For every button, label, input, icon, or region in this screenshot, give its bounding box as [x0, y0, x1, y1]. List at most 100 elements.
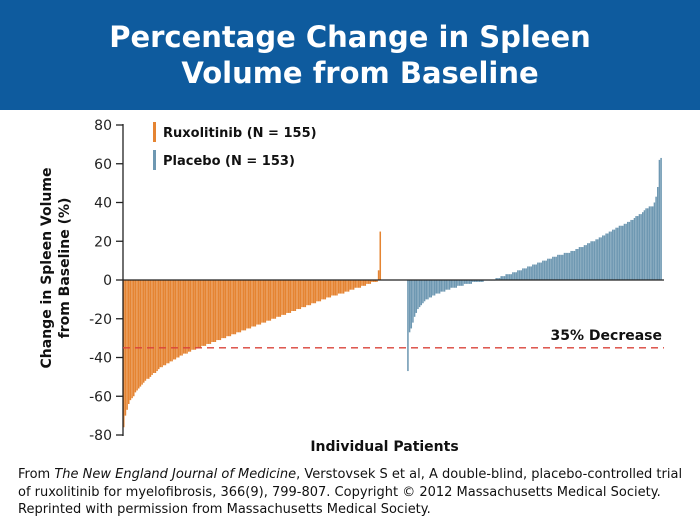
y-tick-label: 40 [94, 196, 112, 212]
placebo-bar [470, 280, 472, 284]
placebo-bar [463, 280, 466, 284]
ruxolitinib-bar [154, 280, 157, 373]
ruxolitinib-bar [227, 280, 230, 337]
ruxolitinib-bar [211, 280, 213, 342]
placebo-bar [558, 254, 561, 280]
ruxolitinib-bar [291, 280, 293, 311]
placebo-bar [520, 270, 522, 280]
y-axis-label-line-2: from Baseline (%) [57, 198, 73, 339]
placebo-bar [508, 274, 511, 280]
ruxolitinib-bar [229, 280, 232, 337]
ruxolitinib-bars [123, 231, 382, 428]
placebo-bar [555, 256, 557, 280]
ruxolitinib-bar [361, 280, 363, 286]
placebo-bar [415, 280, 418, 313]
ruxolitinib-bar [244, 280, 247, 331]
y-tick-label: 0 [103, 273, 112, 289]
placebo-bar [527, 266, 529, 280]
placebo-bar [655, 196, 657, 280]
placebo-bar [480, 280, 482, 282]
placebo-bar [588, 243, 591, 280]
citation-journal: The New England Journal of Medicine [54, 467, 297, 482]
ruxolitinib-bar [169, 280, 172, 362]
placebo-bar [607, 233, 609, 280]
placebo-bar [447, 280, 449, 290]
placebo-bar [442, 280, 444, 292]
placebo-bar [592, 241, 594, 280]
ruxolitinib-bar [144, 280, 147, 381]
placebo-bar [467, 280, 469, 284]
ruxolitinib-bar [237, 280, 240, 333]
ruxolitinib-bar [317, 280, 320, 302]
placebo-bar [453, 280, 456, 288]
ruxolitinib-bar [192, 280, 195, 350]
placebo-bar [618, 225, 621, 280]
y-tick-label: -60 [89, 389, 112, 405]
ruxolitinib-bar [287, 280, 290, 313]
placebo-bar [580, 247, 582, 280]
ruxolitinib-bar [191, 280, 193, 350]
placebo-bar [438, 280, 441, 294]
placebo-bar [500, 276, 502, 281]
placebo-bar [617, 227, 619, 280]
placebo-bar [590, 241, 592, 280]
ruxolitinib-bar [199, 280, 202, 348]
placebo-bar [587, 243, 589, 280]
placebo-bar [535, 264, 537, 280]
placebo-bar [502, 276, 504, 281]
ruxolitinib-bar [292, 280, 295, 311]
spleen-volume-chart: 80 60 40 20 0 -20 -40 -60 -80 Ruxolitinib (N = 1… [39, 118, 664, 455]
ruxolitinib-bar [259, 280, 262, 325]
x-axis-label: Individual Patients [310, 439, 458, 455]
placebo-bar [418, 280, 421, 308]
ruxolitinib-bar [311, 280, 313, 304]
placebo-bar [425, 280, 428, 300]
ruxolitinib-bar [276, 280, 278, 317]
ruxolitinib-bar [277, 280, 280, 317]
ruxolitinib-bar [272, 280, 275, 319]
ruxolitinib-bar [234, 280, 237, 335]
ruxolitinib-bar [221, 280, 223, 339]
citation-prefix: From [18, 467, 55, 482]
ruxolitinib-bar [371, 280, 373, 282]
placebo-bar [543, 260, 546, 281]
placebo-bar [613, 229, 616, 281]
placebo-bar [600, 237, 602, 281]
placebo-bar [443, 280, 446, 292]
ruxolitinib-bar [362, 280, 365, 286]
y-tick-label: 80 [94, 118, 112, 134]
ruxolitinib-bar [341, 280, 343, 294]
ruxolitinib-bar [189, 280, 192, 352]
ruxolitinib-bar [222, 280, 225, 339]
placebo-bar [495, 278, 497, 280]
ruxolitinib-bar [359, 280, 362, 288]
ruxolitinib-bar [304, 280, 307, 308]
ruxolitinib-bar [187, 280, 190, 352]
placebo-bar [562, 254, 564, 280]
ruxolitinib-bar [254, 280, 257, 327]
ruxolitinib-bar [242, 280, 245, 331]
ruxolitinib-bar [166, 280, 168, 364]
ruxolitinib-bar [226, 280, 228, 337]
placebo-bar [632, 219, 634, 280]
placebo-bar [537, 262, 539, 280]
placebo-bar [532, 264, 534, 280]
ruxolitinib-bar [157, 280, 160, 370]
placebo-bar [478, 280, 481, 282]
ruxolitinib-bar [344, 280, 347, 292]
placebo-bars [407, 157, 662, 372]
ruxolitinib-bar [212, 280, 215, 342]
ruxolitinib-bar [274, 280, 277, 319]
ruxolitinib-bar [249, 280, 252, 329]
ruxolitinib-bar [281, 280, 283, 315]
placebo-bar [523, 268, 526, 281]
placebo-bar [407, 280, 409, 372]
y-tick-label: -80 [89, 428, 112, 444]
placebo-bar [450, 280, 452, 288]
ruxolitinib-bar [214, 280, 217, 342]
y-tick-label: 20 [94, 234, 112, 250]
placebo-bar [622, 225, 624, 280]
ruxolitinib-bar [271, 280, 273, 319]
placebo-bar [608, 231, 611, 280]
placebo-bar [452, 280, 454, 288]
